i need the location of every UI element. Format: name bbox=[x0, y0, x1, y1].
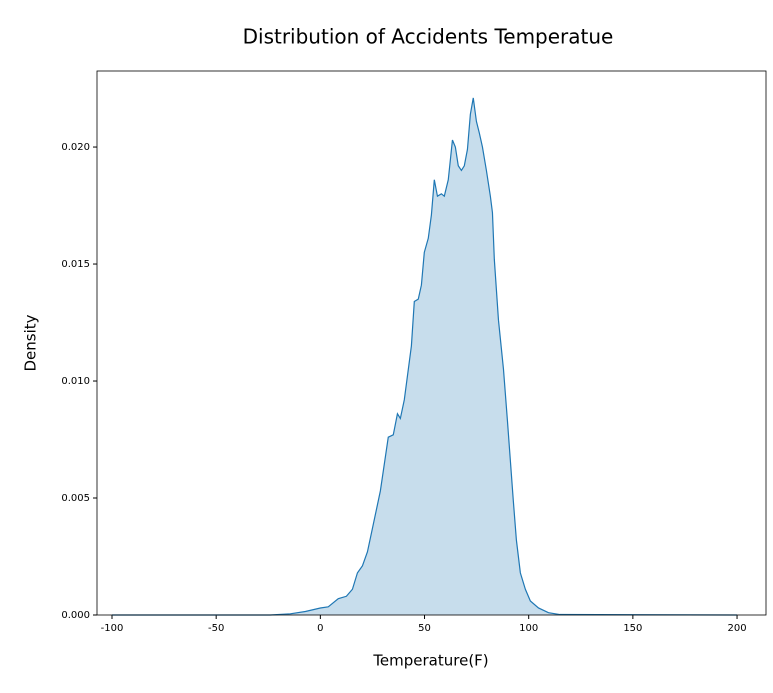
plot-frame bbox=[96, 70, 767, 616]
x-tick-label: -100 bbox=[101, 623, 124, 634]
y-tick-label: 0.010 bbox=[61, 376, 90, 387]
x-tick-label: 100 bbox=[519, 623, 538, 634]
x-tick-label: 150 bbox=[623, 623, 642, 634]
y-tick-label: 0.020 bbox=[61, 142, 90, 153]
density-area bbox=[112, 97, 738, 615]
chart-title: Distribution of Accidents Temperatue bbox=[243, 25, 614, 49]
x-tick-label: 200 bbox=[727, 623, 746, 634]
x-axis-label: Temperature(F) bbox=[372, 652, 488, 670]
density-line bbox=[112, 97, 738, 616]
x-tick-label: -50 bbox=[208, 623, 224, 634]
y-tick-label: 0.005 bbox=[61, 493, 90, 504]
y-tick-label: 0.015 bbox=[61, 259, 90, 270]
y-tick-label: 0.000 bbox=[61, 610, 90, 621]
x-tick-label: 50 bbox=[418, 623, 431, 634]
x-tick-label: 0 bbox=[317, 623, 323, 634]
y-axis-label: Density bbox=[22, 314, 40, 371]
